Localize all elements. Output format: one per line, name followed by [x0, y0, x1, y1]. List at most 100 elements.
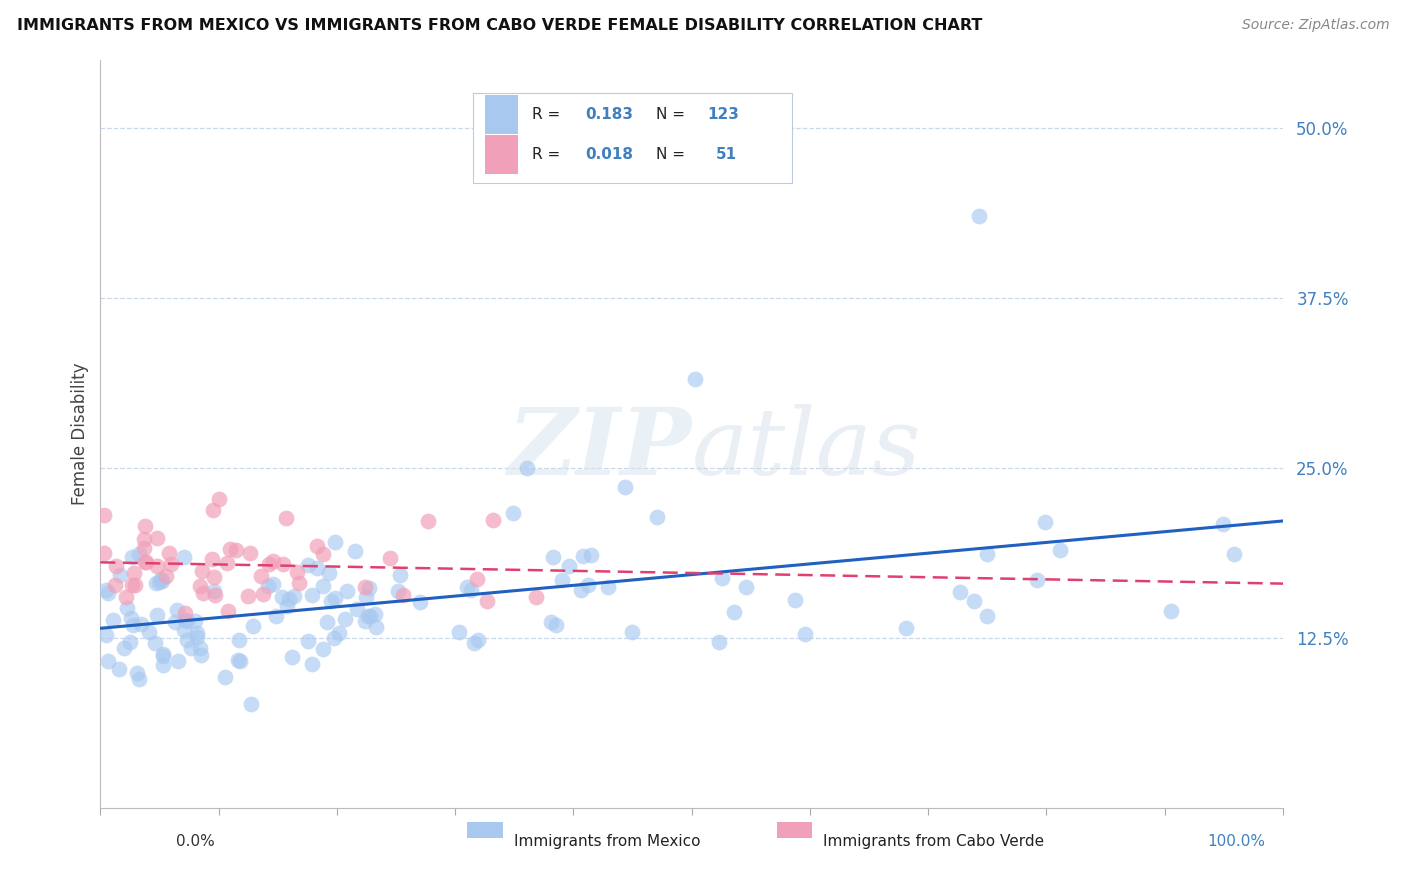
Point [135, 555, 157, 569]
Point [173, 613, 195, 627]
Point [257, 579, 280, 593]
Point [343, 544, 366, 558]
Text: ZIP: ZIP [508, 403, 692, 493]
Point [323, 631, 346, 645]
Point [176, 615, 198, 629]
Point [366, 619, 388, 633]
Point [274, 510, 297, 524]
Point [460, 582, 482, 597]
Point [323, 535, 346, 549]
Point [96, 628, 118, 642]
Point [526, 590, 548, 604]
Text: Immigrants from Mexico: Immigrants from Mexico [515, 834, 700, 849]
Point [963, 594, 986, 608]
Point [202, 584, 225, 599]
Point [456, 580, 478, 594]
Point [188, 640, 211, 655]
Point [709, 635, 731, 649]
Point [165, 615, 187, 629]
Point [283, 589, 305, 603]
FancyBboxPatch shape [472, 94, 792, 183]
Point [543, 549, 565, 564]
Point [297, 558, 319, 572]
Point [323, 591, 346, 606]
Point [240, 697, 263, 711]
Point [103, 613, 125, 627]
Point [550, 573, 572, 587]
Point [467, 632, 489, 647]
Point [215, 556, 238, 570]
Point [108, 663, 131, 677]
Point [408, 595, 430, 609]
Point [976, 609, 998, 624]
Point [188, 579, 211, 593]
Point [540, 615, 562, 629]
Text: 0.0%: 0.0% [176, 834, 215, 849]
Point [1033, 515, 1056, 529]
Point [683, 372, 706, 386]
Point [176, 632, 198, 647]
Point [785, 593, 807, 607]
Point [288, 576, 311, 591]
Point [285, 565, 308, 579]
Point [596, 580, 619, 594]
Point [354, 580, 377, 594]
Point [145, 559, 167, 574]
Point [516, 460, 538, 475]
Point [569, 582, 592, 597]
Point [97, 654, 120, 668]
Point [264, 609, 287, 624]
Point [120, 635, 142, 649]
Point [219, 542, 242, 557]
Point [346, 601, 368, 615]
Point [321, 594, 343, 608]
Point [155, 569, 177, 583]
Point [236, 589, 259, 603]
Point [502, 507, 524, 521]
Point [229, 653, 252, 667]
Point [1026, 573, 1049, 587]
Point [112, 640, 135, 655]
Point [204, 588, 226, 602]
Point [1049, 543, 1071, 558]
Text: 0.018: 0.018 [585, 147, 633, 162]
Point [104, 578, 127, 592]
Point [315, 615, 337, 629]
Point [576, 578, 599, 592]
Point [896, 621, 918, 635]
Point [122, 566, 145, 580]
Point [166, 603, 188, 617]
Point [121, 618, 143, 632]
Point [967, 209, 990, 223]
Text: N =: N = [657, 107, 690, 121]
Point [214, 670, 236, 684]
Point [949, 585, 972, 599]
Point [297, 633, 319, 648]
Point [242, 619, 264, 633]
Point [416, 514, 439, 528]
Point [262, 577, 284, 591]
Point [150, 572, 173, 586]
Point [201, 503, 224, 517]
Point [387, 584, 409, 599]
Point [166, 654, 188, 668]
Point [239, 546, 262, 560]
Point [173, 623, 195, 637]
Point [354, 591, 377, 605]
Point [121, 578, 143, 592]
Point [134, 555, 156, 569]
Point [134, 541, 156, 556]
Point [129, 617, 152, 632]
Point [1223, 547, 1246, 561]
Point [134, 519, 156, 533]
Point [148, 575, 170, 590]
Point [228, 633, 250, 648]
Point [252, 587, 274, 601]
Point [271, 557, 294, 571]
Point [157, 546, 180, 560]
Point [257, 557, 280, 571]
Point [96, 583, 118, 598]
Point [152, 658, 174, 673]
Point [356, 609, 378, 624]
Point [186, 630, 208, 644]
